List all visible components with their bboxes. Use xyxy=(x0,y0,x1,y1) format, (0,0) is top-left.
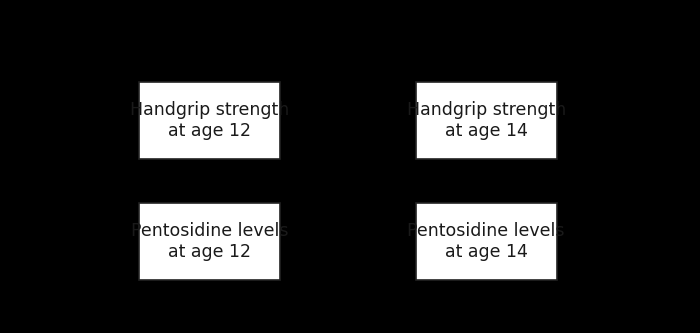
FancyBboxPatch shape xyxy=(416,82,556,159)
Text: Handgrip strength
at age 12: Handgrip strength at age 12 xyxy=(130,101,289,140)
FancyBboxPatch shape xyxy=(416,203,556,280)
FancyBboxPatch shape xyxy=(139,203,280,280)
Text: Pentosidine levels
at age 12: Pentosidine levels at age 12 xyxy=(131,222,288,261)
Text: Pentosidine levels
at age 14: Pentosidine levels at age 14 xyxy=(407,222,565,261)
Text: Handgrip strength
at age 14: Handgrip strength at age 14 xyxy=(407,101,566,140)
FancyBboxPatch shape xyxy=(139,82,280,159)
